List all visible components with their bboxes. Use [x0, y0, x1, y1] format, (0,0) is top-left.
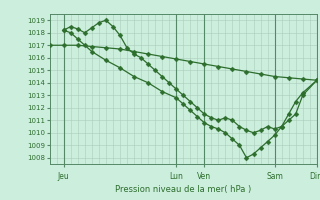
X-axis label: Pression niveau de la mer( hPa ): Pression niveau de la mer( hPa ) — [115, 185, 251, 194]
